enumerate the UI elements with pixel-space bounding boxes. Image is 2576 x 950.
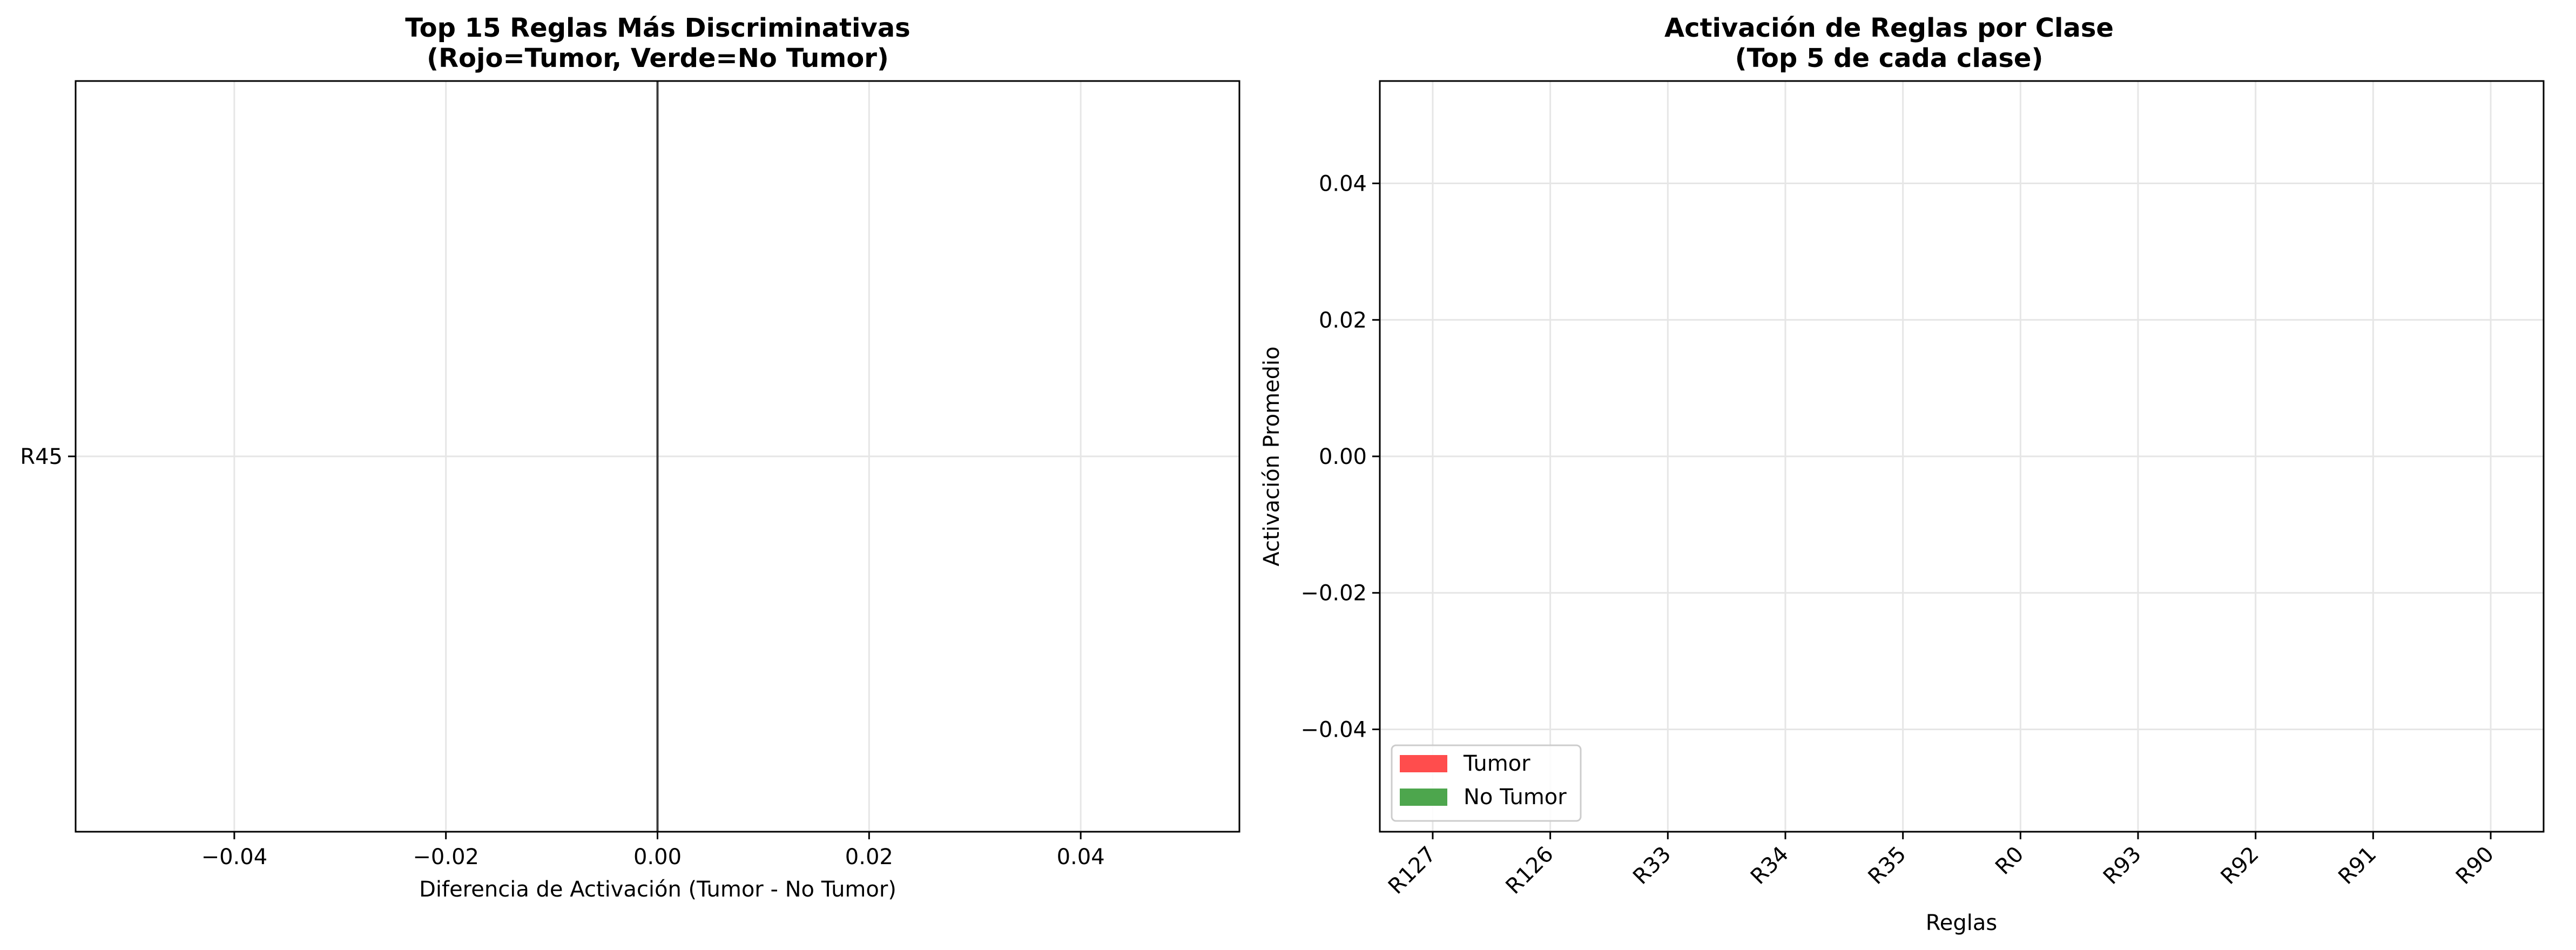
left-x-ticks: −0.04 −0.02 0.00 0.02 0.04 — [201, 832, 1105, 870]
right-y-tick-label: −0.02 — [1300, 581, 1367, 606]
right-grid — [1380, 81, 2544, 832]
left-x-tick-label: −0.02 — [413, 845, 479, 870]
left-chart-subtitle: (Rojo=Tumor, Verde=No Tumor) — [427, 43, 889, 73]
left-x-tick-label: 0.00 — [633, 845, 682, 870]
right-y-axis-label: Activación Promedio — [1259, 346, 1284, 566]
right-y-ticks: −0.04 −0.02 0.00 0.02 0.04 — [1300, 172, 1380, 742]
right-y-tick-label: 0.02 — [1319, 308, 1367, 333]
right-x-axis-label: Reglas — [1926, 911, 1997, 935]
left-x-tick-label: −0.04 — [201, 845, 268, 870]
left-y-ticks: R45 — [20, 444, 76, 469]
chart-discriminative-rules: Top 15 Reglas Más Discriminativas (Rojo=… — [20, 13, 1240, 902]
legend-swatch-no-tumor — [1400, 789, 1447, 806]
left-x-axis-label: Diferencia de Activación (Tumor - No Tum… — [419, 877, 896, 902]
legend-label-tumor: Tumor — [1463, 751, 1530, 776]
right-chart-title: Activación de Reglas por Clase — [1664, 13, 2114, 43]
left-chart-title: Top 15 Reglas Más Discriminativas — [405, 13, 910, 43]
left-x-tick-label: 0.04 — [1057, 845, 1105, 870]
right-y-tick-label: 0.00 — [1319, 444, 1367, 469]
right-chart-subtitle: (Top 5 de cada clase) — [1735, 43, 2044, 73]
legend-label-no-tumor: No Tumor — [1464, 785, 1567, 810]
legend: Tumor No Tumor — [1391, 744, 1582, 822]
chart-rule-activation-by-class: Activación de Reglas por Clase (Top 5 de… — [1259, 13, 2545, 935]
right-y-tick-label: −0.04 — [1300, 717, 1367, 742]
legend-swatch-tumor — [1400, 755, 1447, 772]
right-y-tick-label: 0.04 — [1319, 172, 1367, 197]
left-x-tick-label: 0.02 — [845, 845, 893, 870]
left-y-tick-label: R45 — [20, 444, 63, 469]
